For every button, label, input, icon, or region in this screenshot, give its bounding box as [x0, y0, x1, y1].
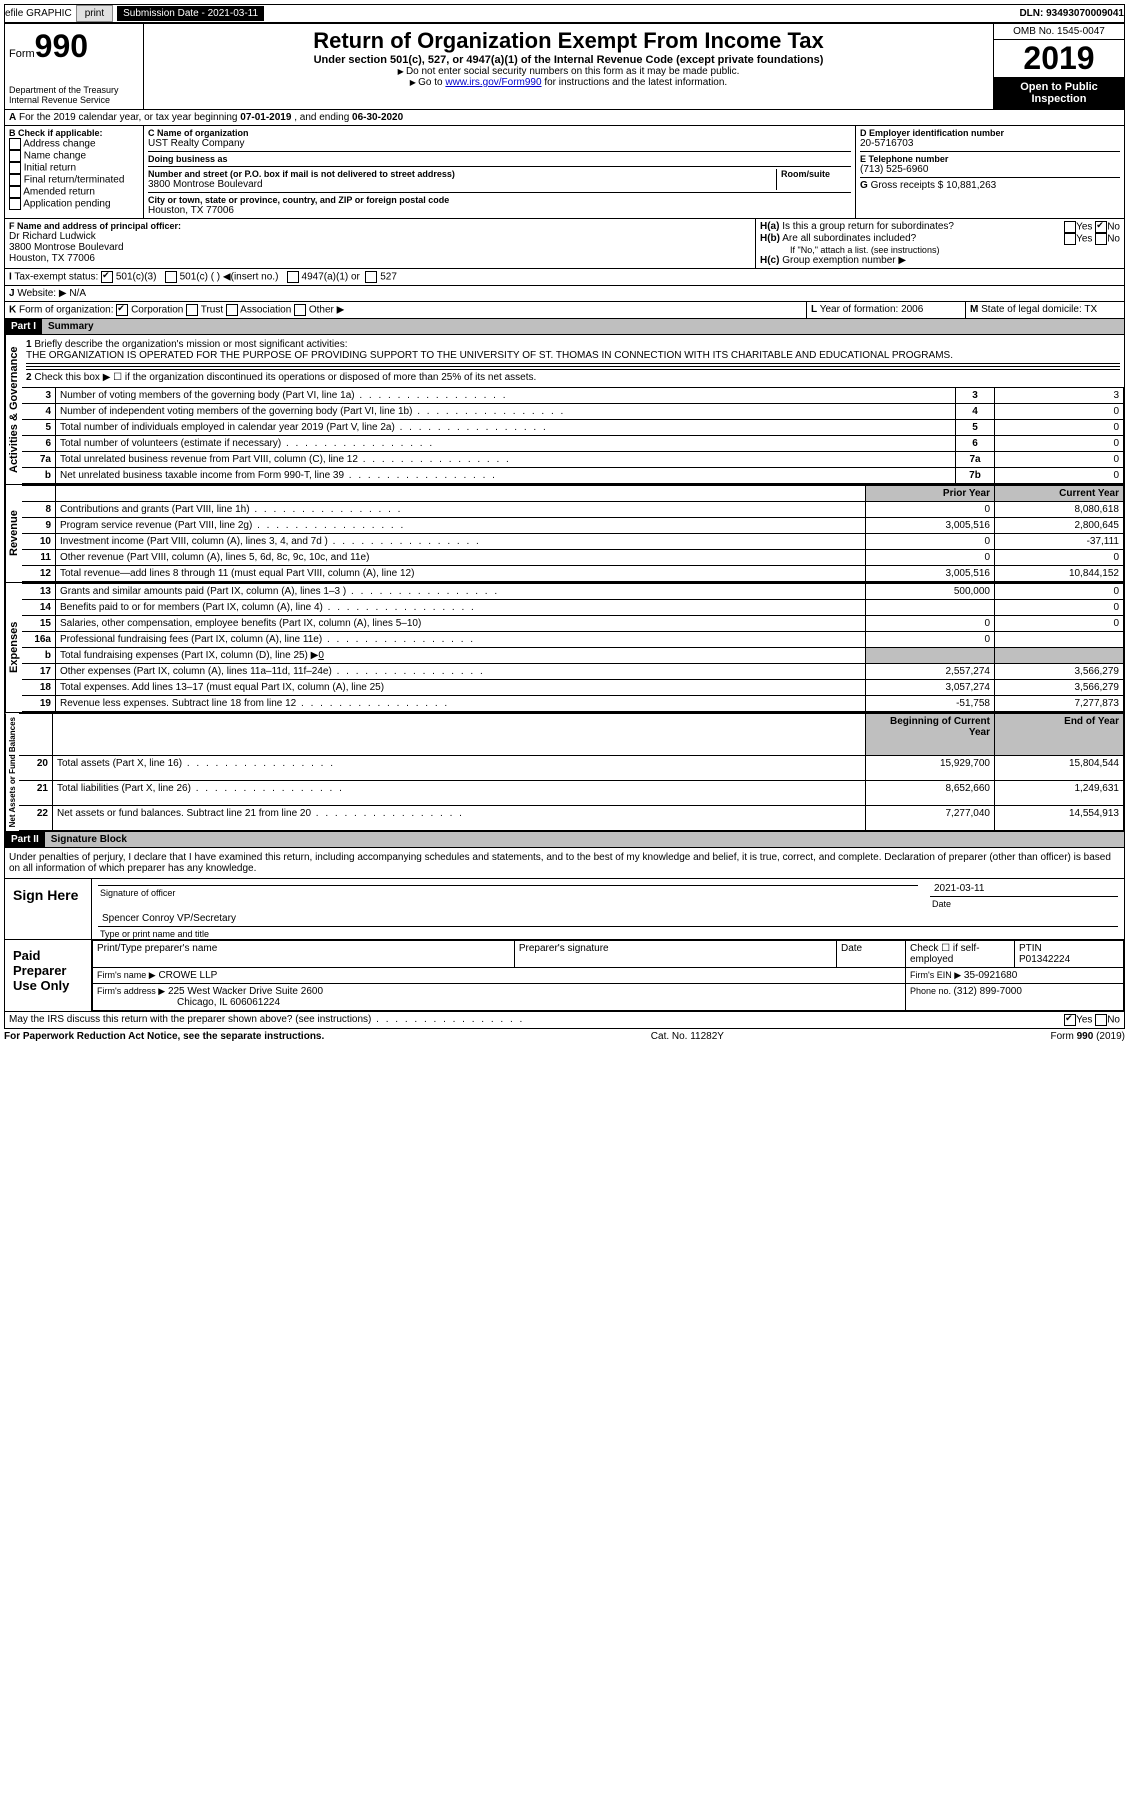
chk-address[interactable] — [9, 138, 21, 150]
discuss-yes[interactable] — [1064, 1014, 1076, 1026]
chk-trust[interactable] — [186, 304, 198, 316]
chk-501c[interactable] — [165, 271, 177, 283]
vlabel-expenses: Expenses — [5, 583, 22, 712]
phone: (713) 525-6960 — [860, 164, 1120, 175]
form-title: Return of Organization Exempt From Incom… — [148, 28, 989, 54]
chk-527[interactable] — [365, 271, 377, 283]
ein: 20-5716703 — [860, 138, 1120, 149]
vlabel-revenue: Revenue — [5, 485, 22, 582]
print-button[interactable]: print — [76, 5, 113, 22]
section-deg: D Employer identification number 20-5716… — [856, 126, 1124, 218]
part-i-title: Summary — [42, 319, 100, 334]
discuss-no[interactable] — [1095, 1014, 1107, 1026]
part-ii-title: Signature Block — [45, 832, 133, 847]
section-j: J Website: ▶ N/A — [4, 286, 1125, 302]
ptin: P01342224 — [1019, 954, 1070, 965]
irs-label: Internal Revenue Service — [9, 95, 139, 105]
omb-number: OMB No. 1545-0047 — [994, 24, 1124, 40]
chk-pending[interactable] — [9, 198, 21, 210]
chk-corp[interactable] — [116, 304, 128, 316]
vlabel-activities: Activities & Governance — [5, 335, 22, 484]
open-inspection: Open to Public Inspection — [994, 77, 1124, 109]
discuss-row: May the IRS discuss this return with the… — [4, 1012, 1125, 1029]
tax-year: 2019 — [994, 40, 1124, 77]
firm-name: CROWE LLP — [158, 970, 217, 981]
chk-initial[interactable] — [9, 162, 21, 174]
hb-yes[interactable] — [1064, 233, 1076, 245]
top-bar: efile GRAPHIC print Submission Date - 20… — [4, 4, 1125, 23]
section-i: I Tax-exempt status: 501(c)(3) 501(c) ( … — [4, 269, 1125, 286]
section-l: L Year of formation: 2006 — [807, 302, 966, 318]
line3-val: 3 — [995, 388, 1124, 404]
efile-label: efile GRAPHIC — [5, 8, 72, 19]
officer-name: Spencer Conroy VP/Secretary — [98, 911, 1118, 927]
line-a: A For the 2019 calendar year, or tax yea… — [4, 110, 1125, 126]
instr-ssn: Do not enter social security numbers on … — [148, 66, 989, 77]
form-subtitle: Under section 501(c), 527, or 4947(a)(1)… — [148, 54, 989, 66]
part-i-hdr: Part I — [5, 319, 42, 334]
ha-yes[interactable] — [1064, 221, 1076, 233]
sign-here-block: Sign Here Signature of officer 2021-03-1… — [4, 879, 1125, 940]
org-name: UST Realty Company — [148, 138, 851, 149]
section-f: F Name and address of principal officer:… — [5, 219, 756, 268]
section-h: H(a) Is this a group return for subordin… — [756, 219, 1124, 268]
section-m: M State of legal domicile: TX — [966, 302, 1124, 318]
paid-preparer-block: Paid Preparer Use Only Print/Type prepar… — [4, 940, 1125, 1012]
dln: DLN: 93493070009041 — [1019, 8, 1124, 19]
chk-other[interactable] — [294, 304, 306, 316]
section-c: C Name of organization UST Realty Compan… — [144, 126, 856, 218]
mission-text: THE ORGANIZATION IS OPERATED FOR THE PUR… — [26, 350, 953, 361]
section-b: B Check if applicable: Address change Na… — [5, 126, 144, 218]
vlabel-netassets: Net Assets or Fund Balances — [5, 713, 19, 831]
ha-no[interactable] — [1095, 221, 1107, 233]
chk-501c3[interactable] — [101, 271, 113, 283]
section-k: K Form of organization: Corporation Trus… — [5, 302, 807, 318]
chk-amended[interactable] — [9, 186, 21, 198]
org-address: 3800 Montrose Boulevard — [148, 179, 776, 190]
footer: For Paperwork Reduction Act Notice, see … — [4, 1029, 1125, 1042]
chk-assoc[interactable] — [226, 304, 238, 316]
gross-receipts: 10,881,263 — [946, 180, 996, 191]
hb-no[interactable] — [1095, 233, 1107, 245]
chk-4947[interactable] — [287, 271, 299, 283]
part-ii-hdr: Part II — [5, 832, 45, 847]
form-header: Form990 Department of the Treasury Inter… — [4, 23, 1125, 110]
submission-date: Submission Date - 2021-03-11 — [117, 6, 264, 21]
instr-link: Go to www.irs.gov/Form990 for instructio… — [148, 77, 989, 88]
dept-treasury: Department of the Treasury — [9, 85, 139, 95]
website: N/A — [69, 288, 86, 299]
org-city: Houston, TX 77006 — [148, 205, 851, 216]
declaration: Under penalties of perjury, I declare th… — [4, 848, 1125, 879]
form-number: Form990 — [9, 28, 139, 65]
chk-final[interactable] — [9, 174, 21, 186]
chk-name[interactable] — [9, 150, 21, 162]
form990-link[interactable]: www.irs.gov/Form990 — [445, 77, 541, 88]
